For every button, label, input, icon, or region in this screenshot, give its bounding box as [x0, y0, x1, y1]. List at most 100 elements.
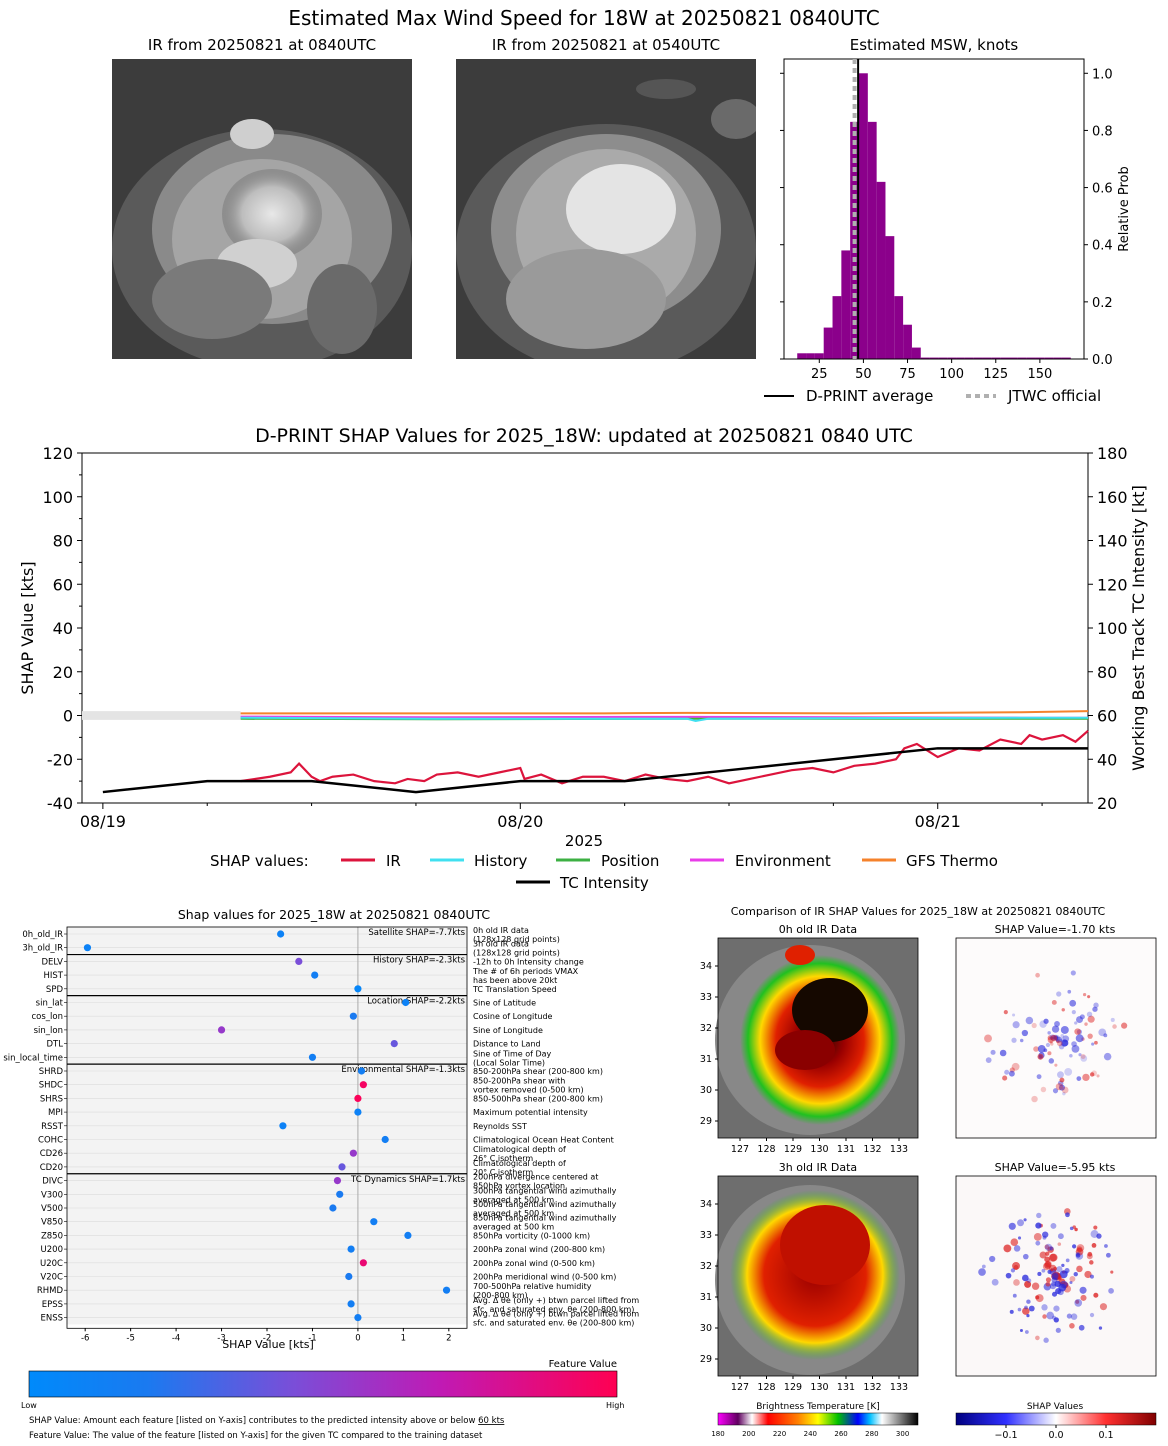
feature-description: 850-200hPa shear with	[473, 1077, 565, 1086]
shap-speckle	[1051, 1025, 1060, 1033]
lat-tick-label: 29	[700, 1354, 712, 1365]
ts-y-tick-label: 60	[53, 575, 73, 594]
feature-point	[308, 1053, 317, 1061]
lon-tick-label: 130	[810, 1144, 828, 1155]
feature-colorbar-low: Low	[21, 1401, 37, 1410]
shap-speckle	[1035, 1295, 1040, 1300]
shap-speckle	[1035, 972, 1040, 978]
shap-speckle	[1019, 1328, 1023, 1332]
panel-3h-shap	[955, 1175, 1157, 1377]
histogram-bar	[1009, 357, 1018, 359]
feature-name: ENSS	[40, 1314, 63, 1324]
shap-speckle	[1033, 1232, 1042, 1241]
shap-speckle	[1035, 1294, 1044, 1303]
feature-point	[345, 1272, 353, 1281]
ir-prev-title: IR from 20250821 at 0540UTC	[491, 36, 721, 54]
shap-speckle	[1062, 1035, 1070, 1043]
shap-speckle	[1070, 1313, 1078, 1320]
legend-environment-label: Environment	[735, 852, 831, 870]
shap-speckle	[1041, 1268, 1046, 1273]
shap-speckle	[1049, 1283, 1057, 1290]
feature-point	[381, 1135, 389, 1144]
shap-speckle	[1072, 1244, 1077, 1249]
panel-3h-axes: 127 128 129 130 131 132 133 34 33 32 31 30 29	[700, 1199, 908, 1393]
bt-colorbar-ticks: 180 200 220 240 260 280 300	[711, 1430, 909, 1438]
feature-name: sin_lon	[34, 1026, 63, 1036]
feature-colorbar-title: Feature Value	[549, 1359, 617, 1370]
shap-speckle	[1010, 1268, 1016, 1273]
lon-tick-label: 131	[837, 1382, 855, 1393]
feature-point	[349, 1012, 357, 1020]
shap-speckle	[1098, 1326, 1103, 1330]
legend-position-label: Position	[601, 852, 659, 870]
shap-speckle	[1092, 1006, 1098, 1012]
feature-name: CD26	[40, 1149, 63, 1159]
feature-description: 850hPa vorticity (0-1000 km)	[473, 1231, 590, 1240]
feature-group-label: Location SHAP=-2.2kts	[367, 997, 465, 1007]
feature-name: DIVC	[42, 1177, 63, 1187]
histogram-x-ticks: 25 50 75 100 125 150	[811, 359, 1052, 382]
shap-speckle	[1069, 1323, 1075, 1329]
shap-speckle	[1091, 1042, 1095, 1046]
shap-speckle	[1008, 1222, 1016, 1230]
shap-speckle	[1013, 1245, 1021, 1252]
feature-description: -12h to 0h Intensity change	[473, 957, 584, 966]
shap-speckle	[1058, 1084, 1065, 1091]
lat-tick-label: 31	[700, 1054, 712, 1065]
shap-speckle	[1039, 1251, 1047, 1259]
feature-description: Avg. Δ θe (only +) btwn parcel lifted fr…	[473, 1296, 639, 1305]
feature-x-tick-label: -4	[172, 1333, 180, 1343]
shap-speckle	[1086, 1011, 1093, 1018]
histogram-bar	[876, 181, 886, 359]
feature-name: MPI	[48, 1108, 63, 1118]
shap-speckle	[1013, 1279, 1020, 1286]
feature-name: Z850	[41, 1231, 63, 1241]
lat-tick-label: 33	[700, 992, 712, 1003]
lon-tick-label: 130	[810, 1382, 828, 1393]
shap-speckle	[1050, 1034, 1058, 1042]
feature-description: 200hPa zonal wind (0-500 km)	[473, 1259, 595, 1268]
panel-0h-shap-dots	[984, 970, 1128, 1103]
series-line-history	[240, 716, 1088, 722]
histogram-bar	[920, 357, 930, 359]
shap-speckle	[1084, 1270, 1092, 1279]
shap-speckle	[1053, 1305, 1060, 1312]
lon-tick-label: 128	[757, 1382, 775, 1393]
shap-speckle	[1049, 1040, 1053, 1044]
shap-speckle	[1044, 1243, 1053, 1251]
feature-name: DELV	[41, 957, 63, 967]
lon-tick-label: 133	[890, 1144, 908, 1155]
feature-description: 200hPa zonal wind (200-800 km)	[473, 1245, 605, 1254]
histogram-x-tick-label: 150	[1027, 367, 1052, 382]
shap-speckle	[1105, 1252, 1111, 1258]
ir-image-prev-art	[456, 59, 756, 359]
shap-speckle	[1093, 1002, 1099, 1008]
histogram-frame	[783, 58, 1085, 360]
shap-speckle	[1036, 1074, 1042, 1080]
histogram-x-tick-label: 75	[899, 367, 916, 382]
histogram-bar	[1035, 357, 1045, 359]
shap-speckle	[1069, 1226, 1074, 1231]
bt-tick-label: 180	[711, 1430, 724, 1438]
feature-point	[217, 1026, 226, 1034]
histogram-y-tick-label: 0.6	[1092, 182, 1113, 197]
shap-speckle	[1012, 1293, 1017, 1298]
shap-speckle	[1076, 1016, 1083, 1024]
shap-speckle	[1060, 1280, 1068, 1289]
histogram-ylabel: Relative Prob	[1117, 166, 1132, 251]
ts-y-tick-label: 120	[42, 444, 73, 463]
shap-speckle	[1048, 1058, 1055, 1064]
shap-speckle	[1012, 1013, 1016, 1017]
bt-colorbar	[717, 1412, 919, 1426]
feature-name: CD20	[40, 1163, 63, 1173]
feature-point	[354, 1314, 362, 1322]
shap-speckle	[1098, 1028, 1107, 1037]
shap-speckle	[1047, 1031, 1051, 1035]
timeseries-title: D-PRINT SHAP Values for 2025_18W: update…	[255, 425, 913, 447]
panel-3h-shap-dots	[978, 1208, 1114, 1343]
shap-speckle	[1090, 1230, 1099, 1238]
shap-speckle	[1010, 1238, 1019, 1247]
feature-description: (128x128 grid points)	[473, 935, 560, 944]
shap-speckle	[1093, 1225, 1098, 1230]
panel-0h-core1	[792, 978, 868, 1042]
